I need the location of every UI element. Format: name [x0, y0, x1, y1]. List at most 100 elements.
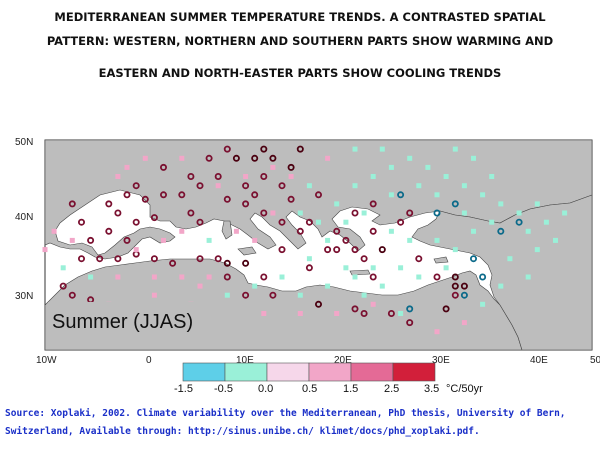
station-square-19 [379, 283, 385, 289]
legend-tick-5: 1.5 [343, 383, 358, 395]
color-legend [182, 362, 436, 382]
station-circle-59 [515, 218, 523, 226]
station-square-70 [297, 311, 303, 316]
legend-tick-6: 2.5 [384, 383, 399, 395]
legend-swatch-4 [350, 362, 394, 382]
station-square-6 [88, 274, 94, 280]
station-circle-16 [278, 218, 286, 226]
station-square-39 [416, 183, 422, 189]
station-circle-8 [269, 154, 277, 162]
station-square-87 [370, 265, 376, 271]
station-square-3 [60, 265, 66, 271]
station-square-41 [361, 210, 367, 216]
station-circle-6 [232, 154, 240, 162]
station-circle-9 [287, 163, 295, 171]
station-square-24 [370, 174, 376, 179]
station-square-90 [306, 256, 312, 262]
source-line-2: Switzerland, Available through: http://s… [5, 426, 480, 437]
station-circle-91 [305, 218, 313, 226]
season-label-box [48, 302, 238, 335]
station-circle-14 [242, 200, 250, 208]
station-circle-10 [260, 173, 268, 181]
station-square-80 [179, 228, 185, 234]
legend-tick-2: -0.5 [214, 383, 233, 395]
lat-tick-40n: 40N [15, 212, 33, 223]
station-square-20 [343, 265, 349, 271]
station-circle-25 [96, 255, 104, 263]
island-crete [349, 269, 371, 276]
station-circle-85 [260, 145, 268, 153]
land-areas [44, 139, 593, 351]
station-circle-1 [141, 195, 149, 203]
station-square-31 [498, 201, 504, 207]
title-line-2: PATTERN: WESTERN, NORTHERN AND SOUTHERN … [46, 34, 554, 48]
station-circle-38 [59, 282, 67, 290]
station-square-97 [243, 174, 249, 179]
station-circle-50 [333, 227, 341, 235]
station-circle-45 [442, 305, 450, 313]
station-square-69 [334, 311, 340, 316]
station-square-95 [124, 164, 130, 170]
station-square-64 [480, 301, 486, 307]
station-circle-87 [342, 236, 350, 244]
station-circle-76 [324, 246, 332, 254]
station-circle-46 [451, 291, 459, 299]
station-square-82 [233, 228, 239, 234]
station-square-4 [51, 228, 57, 234]
station-square-50 [489, 219, 495, 225]
station-circle-77 [351, 209, 359, 217]
station-circle-5 [214, 173, 222, 181]
station-circle-88 [451, 282, 459, 290]
station-circle-34 [260, 273, 268, 281]
station-square-27 [425, 164, 431, 170]
station-square-43 [306, 183, 312, 189]
station-square-2 [42, 247, 48, 253]
lon-tick-0: 0 [146, 355, 152, 366]
station-square-22 [334, 201, 340, 207]
station-circle-18 [114, 209, 122, 217]
legend-tick-3: 0.0 [258, 383, 273, 395]
station-circle-80 [415, 255, 423, 263]
station-circle-65 [460, 291, 468, 299]
lat-tick-50n: 50N [15, 137, 33, 148]
station-square-10 [179, 274, 185, 280]
lon-tick-10w: 10W [36, 355, 57, 366]
station-circle-51 [351, 246, 359, 254]
station-circle-24 [78, 255, 86, 263]
station-square-40 [388, 192, 394, 198]
station-circle-39 [242, 291, 250, 299]
title-line-1: MEDITERRANEAN SUMMER TEMPERATURE TRENDS.… [54, 10, 546, 24]
station-circle-73 [132, 182, 140, 190]
station-circle-71 [68, 200, 76, 208]
station-circle-12 [242, 182, 250, 190]
station-square-14 [252, 283, 258, 289]
island-sicily [237, 246, 257, 256]
station-square-16 [297, 292, 303, 298]
station-square-9 [151, 274, 157, 280]
station-circle-22 [87, 236, 95, 244]
station-circle-44 [406, 319, 414, 327]
station-circle-92 [369, 200, 377, 208]
station-square-51 [471, 228, 476, 234]
station-square-56 [416, 274, 422, 280]
station-square-32 [516, 210, 522, 216]
legend-tick-1: -1.5 [174, 383, 193, 395]
station-square-34 [543, 219, 549, 225]
station-square-81 [206, 237, 212, 243]
station-square-71 [261, 311, 267, 316]
station-circle-36 [68, 291, 76, 299]
station-circle-74 [159, 163, 167, 171]
station-circle-56 [360, 255, 368, 263]
station-square-83 [252, 237, 258, 243]
station-square-65 [461, 320, 467, 326]
station-square-92 [179, 155, 185, 161]
station-circle-78 [278, 246, 286, 254]
station-circle-48 [433, 273, 441, 281]
station-circle-11 [278, 182, 286, 190]
station-circle-58 [497, 227, 505, 235]
station-circle-64 [479, 273, 487, 281]
station-square-60 [553, 237, 558, 243]
station-square-11 [206, 274, 212, 280]
station-circle-28 [150, 255, 158, 263]
station-square-46 [352, 146, 358, 152]
